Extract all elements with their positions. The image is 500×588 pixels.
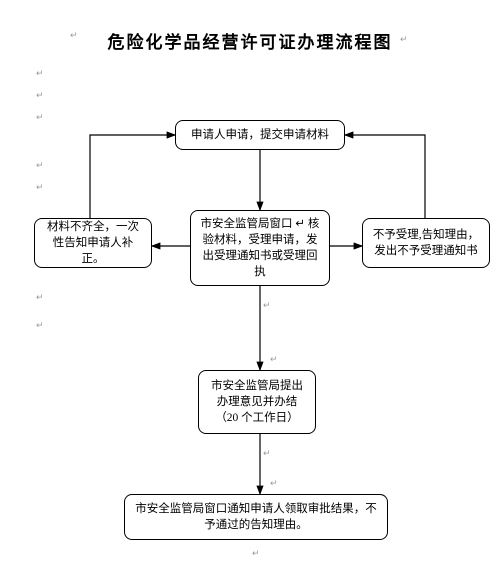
edge-3 (90, 135, 175, 218)
paragraph-marker: ↵ (36, 68, 44, 79)
paragraph-marker: ↵ (36, 292, 44, 303)
flowchart-node-n2: 市安全监管局窗口 ↵ 核验材料，受理申请，发出受理通知书或受理回执 (190, 210, 330, 286)
paragraph-marker: ↵ (263, 448, 271, 459)
flowchart-node-n5: 市安全监管局提出办理意见并办结（20 个工作日） (198, 370, 316, 434)
paragraph-marker: ↵ (270, 354, 278, 365)
paragraph-marker: ↵ (252, 548, 260, 559)
paragraph-marker: ↵ (70, 30, 78, 41)
flowchart-node-n6: 市安全监管局窗口通知申请人领取审批结果，不予通过的告知理由。 (124, 494, 388, 540)
paragraph-marker: ↵ (36, 320, 44, 331)
paragraph-marker: ↵ (36, 112, 44, 123)
paragraph-marker: ↵ (270, 478, 278, 489)
paragraph-marker: ↵ (36, 182, 44, 193)
paragraph-marker: ↵ (36, 160, 44, 171)
paragraph-marker: ↵ (263, 300, 271, 311)
flowchart-node-n3: 材料不齐全，一次性告知申请人补正。 (34, 218, 152, 268)
paragraph-marker: ↵ (36, 90, 44, 101)
edge-4 (345, 135, 425, 218)
paragraph-marker: ↵ (400, 34, 408, 45)
flowchart-node-n4: 不予受理,告知理由，发出不予受理通知书 (362, 218, 490, 268)
flowchart-node-n1: 申请人申请，提交申请材料 (175, 120, 345, 150)
